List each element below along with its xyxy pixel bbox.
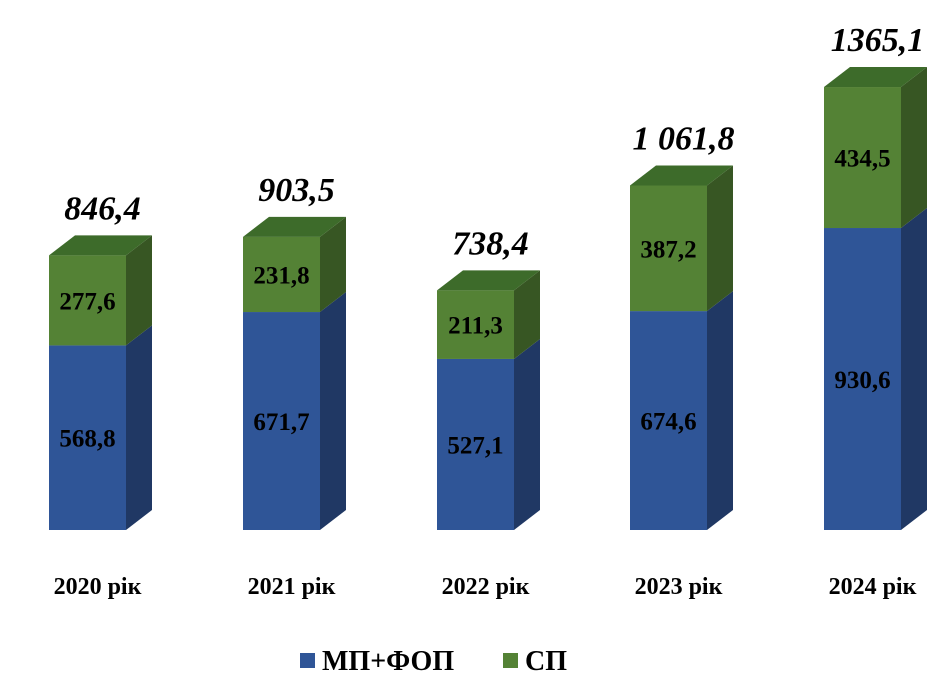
bar-segment-front	[49, 255, 126, 346]
labels-layer: 568,8 277,6 846,4 2020 рік 671,7 231,8 903,5 20…	[54, 22, 925, 600]
legend-item: СП	[503, 646, 567, 677]
category-label: 2021 рік	[248, 574, 336, 600]
bars-layer	[49, 67, 927, 530]
bar-top-face	[824, 67, 927, 88]
category-label: 2020 рік	[54, 574, 142, 600]
bar-stack	[49, 235, 152, 530]
data-label: 527,1	[447, 432, 503, 459]
bar-segment-side	[320, 292, 346, 530]
bar-segment-side	[126, 235, 152, 346]
bar-segment-front	[824, 87, 901, 229]
bar-segment-front	[243, 312, 320, 530]
category-label: 2024 рік	[829, 574, 917, 600]
legend-label: СП	[525, 646, 567, 677]
data-label: 211,3	[448, 313, 503, 340]
bar-segment-side	[707, 165, 733, 312]
total-label: 1365,1	[831, 22, 925, 59]
bar-top-face	[243, 216, 346, 237]
total-label: 738,4	[452, 225, 529, 262]
data-label: 277,6	[59, 288, 115, 315]
bar-segment-front	[437, 290, 514, 359]
bar-segment-side	[126, 325, 152, 530]
bar-stack	[630, 165, 733, 530]
data-label: 387,2	[640, 236, 696, 263]
data-label: 674,6	[640, 409, 696, 436]
bar-segment-side	[514, 338, 540, 530]
bar-segment-side	[707, 291, 733, 530]
bar-segment-front	[243, 236, 320, 313]
data-label: 231,8	[253, 262, 309, 289]
bar-segment-front	[630, 311, 707, 530]
bar-top-face	[49, 235, 152, 256]
bar-top-face	[630, 165, 733, 186]
data-label: 568,8	[59, 426, 115, 453]
bar-stack	[824, 67, 927, 530]
category-label: 2022 рік	[442, 574, 530, 600]
legend: МП+ФОП СП	[300, 646, 567, 677]
legend-label: МП+ФОП	[322, 646, 454, 677]
bar-segment-front	[824, 228, 901, 530]
bar-segment-front	[49, 345, 126, 530]
bar-stack	[243, 216, 346, 530]
data-label: 930,6	[834, 367, 890, 394]
total-label: 846,4	[64, 190, 141, 227]
category-label: 2023 рік	[635, 574, 723, 600]
legend-swatch	[300, 653, 315, 668]
bar-segment-side	[514, 270, 540, 359]
total-label: 903,5	[258, 172, 335, 209]
legend-item: МП+ФОП	[300, 646, 454, 677]
bar-segment-side	[320, 216, 346, 313]
total-label: 1 061,8	[633, 120, 735, 157]
bar-segment-front	[630, 185, 707, 312]
data-label: 671,7	[253, 409, 309, 436]
bar-segment-side	[901, 208, 927, 530]
legend-swatch	[503, 653, 518, 668]
bar-segment-side	[901, 67, 927, 229]
bar-top-face	[437, 270, 540, 291]
bar-segment-front	[437, 358, 514, 530]
bar-stack	[437, 270, 540, 530]
data-label: 434,5	[834, 146, 890, 173]
